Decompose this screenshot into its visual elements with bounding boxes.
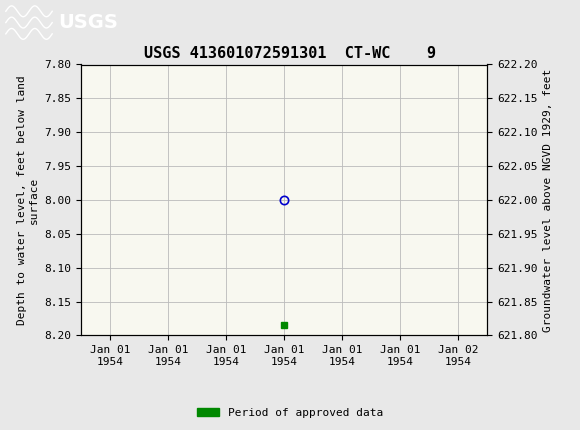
Y-axis label: Groundwater level above NGVD 1929, feet: Groundwater level above NGVD 1929, feet <box>543 68 553 332</box>
Legend: Period of approved data: Period of approved data <box>193 403 387 422</box>
Y-axis label: Depth to water level, feet below land
surface: Depth to water level, feet below land su… <box>17 75 39 325</box>
Text: USGS: USGS <box>58 13 118 32</box>
Text: USGS 413601072591301  CT-WC    9: USGS 413601072591301 CT-WC 9 <box>144 46 436 61</box>
